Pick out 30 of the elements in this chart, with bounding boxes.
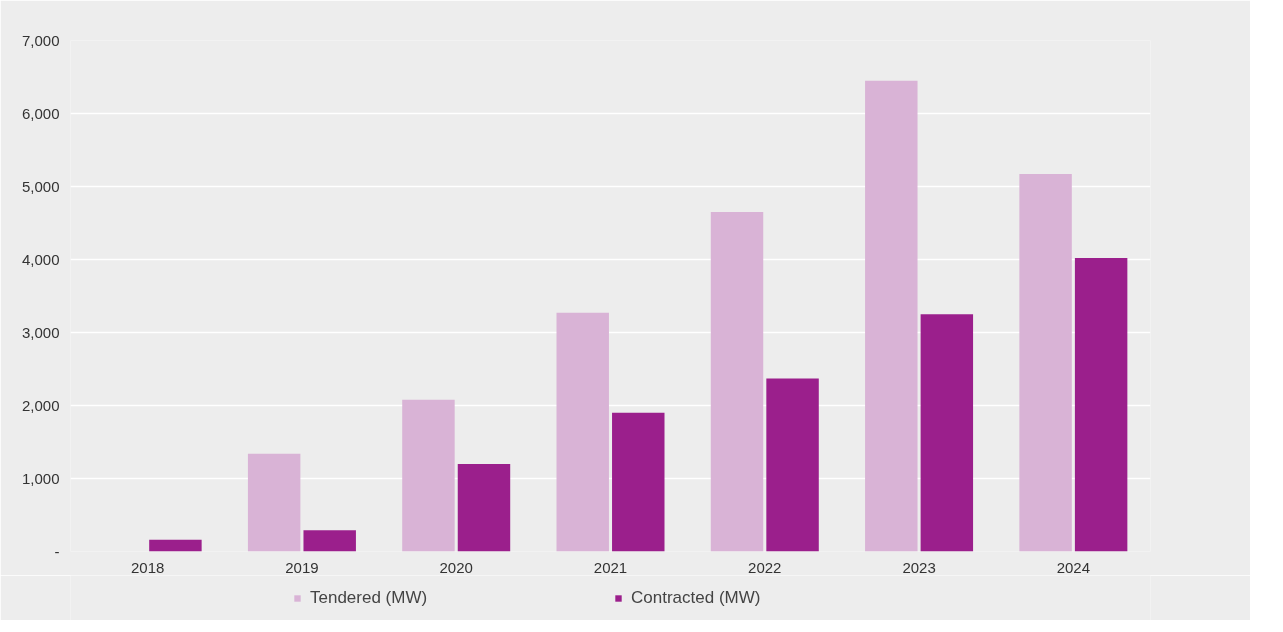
bar xyxy=(920,314,974,552)
bar xyxy=(457,463,511,552)
x-tick-label: 2021 xyxy=(593,558,628,576)
y-tick-label: 3,000 xyxy=(21,323,60,341)
y-tick-label: - xyxy=(54,542,60,560)
y-tick-label: 5,000 xyxy=(21,177,60,195)
x-tick-label: 2020 xyxy=(439,558,473,576)
bar xyxy=(865,80,918,552)
x-tick-label: 2019 xyxy=(285,558,319,576)
x-tick-label: 2024 xyxy=(1056,558,1091,576)
x-tick-label: 2023 xyxy=(902,558,936,576)
bar xyxy=(1074,258,1128,552)
y-tick-label: 7,000 xyxy=(21,31,60,49)
bar xyxy=(247,453,301,552)
legend-label: Tendered (MW) xyxy=(310,587,429,608)
y-tick-label: 4,000 xyxy=(21,250,60,268)
y-tick-label: 6,000 xyxy=(21,104,60,122)
x-tick-label: 2022 xyxy=(748,558,782,576)
bar xyxy=(710,212,764,552)
bar xyxy=(612,412,665,552)
y-tick-label: 1,000 xyxy=(21,469,60,487)
bar xyxy=(766,378,819,552)
x-tick-label: 2018 xyxy=(130,558,165,576)
bar xyxy=(149,539,202,552)
bar xyxy=(556,312,609,552)
y-tick-label: 2,000 xyxy=(21,396,60,414)
bar xyxy=(1019,174,1072,552)
bar xyxy=(303,530,356,552)
bar xyxy=(402,399,455,552)
legend-label: Contracted (MW) xyxy=(631,587,762,608)
